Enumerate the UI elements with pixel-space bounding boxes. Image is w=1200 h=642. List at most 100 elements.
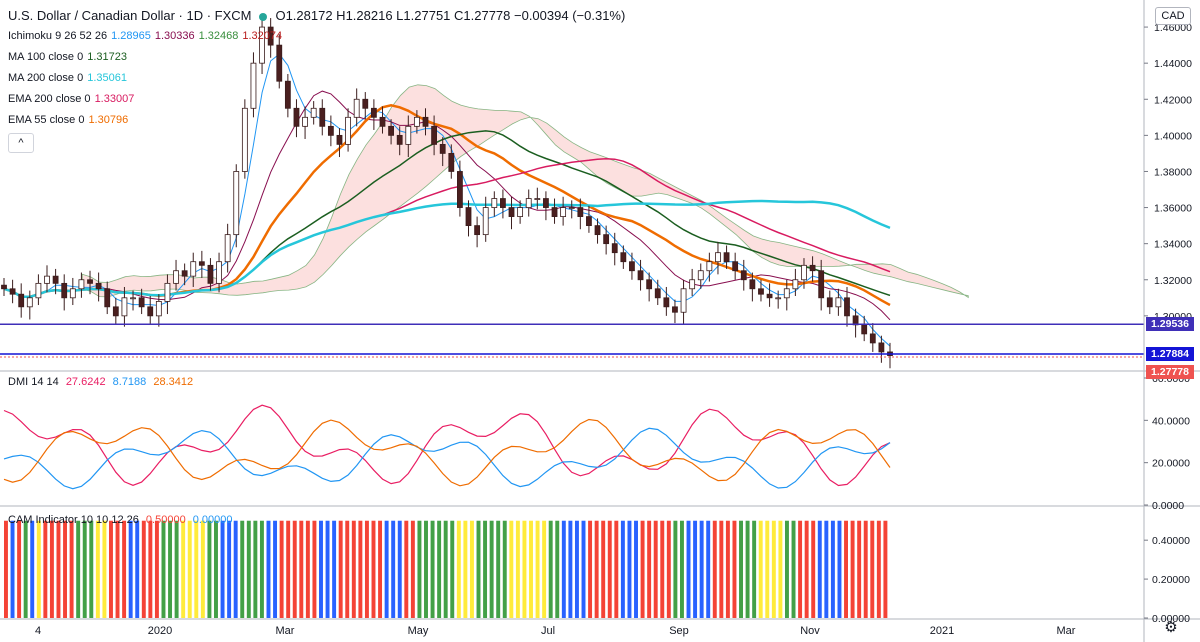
candle-body (611, 243, 618, 254)
price-tag: 1.27884 (1146, 347, 1194, 362)
candle-body (413, 116, 420, 127)
candle-body (276, 44, 283, 82)
cam-bar (568, 520, 573, 618)
candle-body (69, 288, 76, 299)
cam-bar (266, 520, 271, 618)
cam-bar (660, 520, 665, 618)
x-tick-label: Sep (669, 625, 689, 637)
indicator-lines (3, 53, 891, 347)
dmi-adx-line (3, 418, 891, 487)
cam-bar (148, 520, 153, 618)
cam-bar (56, 520, 61, 618)
cam-bar (128, 520, 133, 618)
candle-body (861, 324, 868, 335)
candle-body (869, 333, 876, 344)
cam-bar (384, 520, 389, 618)
cam-bar (824, 520, 829, 618)
cam-bar (679, 520, 684, 618)
cam-bar (515, 520, 520, 618)
cam-bar (529, 520, 533, 618)
collapse-legend-button[interactable]: ^ (8, 133, 34, 153)
cam-bar (686, 520, 691, 618)
dmi-plus-line (3, 404, 891, 487)
cam-bar (69, 520, 74, 618)
cam-bar (745, 520, 750, 618)
cam-bar (666, 520, 671, 618)
dmi-legend: DMI 14 14 27.6242 8.7188 28.3412 (8, 376, 197, 388)
candle-body (353, 98, 360, 118)
price-tag: 1.29536 (1146, 317, 1194, 332)
cam-bar (154, 520, 159, 618)
candle-body (766, 293, 773, 299)
cam-bar (594, 520, 599, 618)
cam-bar (758, 520, 763, 618)
candle-body (293, 107, 300, 127)
x-tick-label: Mar (276, 625, 295, 637)
dmi-adx-value: 28.3412 (153, 376, 194, 388)
candle-body (801, 264, 807, 281)
candle-body (482, 207, 489, 236)
candle-body (758, 288, 764, 295)
cam-bar (476, 520, 481, 618)
dmi-plus-value: 27.6242 (65, 376, 106, 388)
candle-body (78, 279, 85, 290)
candle-body (121, 297, 128, 317)
y-tick-label: 1.44000 (1154, 58, 1192, 70)
candle-body (560, 207, 567, 217)
candle-body (551, 207, 558, 217)
cam-bar (719, 520, 724, 618)
cam-bar (548, 520, 553, 618)
x-tick-label: Jul (541, 625, 555, 637)
cam-bar (253, 520, 258, 618)
candle-body (87, 279, 93, 284)
cam-bar (784, 520, 789, 618)
candle-body (431, 125, 437, 145)
candle-body (465, 207, 472, 227)
cam-bar (601, 520, 606, 618)
price-tag: 1.27778 (1146, 364, 1194, 379)
currency-badge[interactable]: CAD (1155, 7, 1191, 25)
candle-body (749, 279, 756, 290)
cam-legend: CAM Indicator 10 10 12 26 0.50000 0.0000… (8, 514, 237, 526)
cam-bar (168, 520, 173, 618)
cam-bar (627, 520, 632, 618)
candle-body (646, 279, 653, 290)
dmi-label: DMI 14 14 (8, 376, 59, 388)
cam-bar (332, 520, 337, 618)
gear-icon[interactable]: ⚙ (1164, 619, 1178, 636)
cam-bar (693, 520, 698, 618)
cam-bar (141, 520, 146, 618)
candle-body (310, 107, 317, 118)
cam-bar (397, 520, 402, 618)
candle-body (629, 261, 635, 272)
indicator-label: EMA 55 close 0 (8, 114, 85, 126)
cam-bar (830, 520, 835, 618)
candle-body (207, 264, 214, 284)
cam-bar (305, 520, 310, 618)
candle-body (1, 284, 7, 290)
cam-bar (765, 520, 770, 618)
cam-bar (804, 520, 809, 618)
cam-bar (82, 520, 87, 618)
candle-body (706, 261, 713, 272)
candle-body (26, 297, 33, 308)
candle-body (740, 270, 747, 281)
candle-body (508, 207, 515, 217)
cam-bar (752, 520, 757, 618)
cam-bar (483, 520, 488, 618)
indicator-value: 1.28965 (111, 30, 151, 42)
cam-bar (574, 520, 579, 618)
candle-body (534, 198, 541, 200)
cam-bar (725, 520, 730, 618)
candle-body (439, 143, 446, 154)
cam-bar (699, 520, 704, 618)
candle-body (474, 225, 481, 236)
x-tick-label: 2020 (148, 625, 172, 637)
candle-body (663, 297, 670, 308)
candle-body (672, 306, 678, 313)
indicator-legend-row: MA 200 close 0 1.35061 (8, 72, 131, 84)
cam-bar (535, 520, 540, 618)
y-tick-label: 1.34000 (1154, 239, 1192, 251)
cam-bar (489, 520, 494, 618)
